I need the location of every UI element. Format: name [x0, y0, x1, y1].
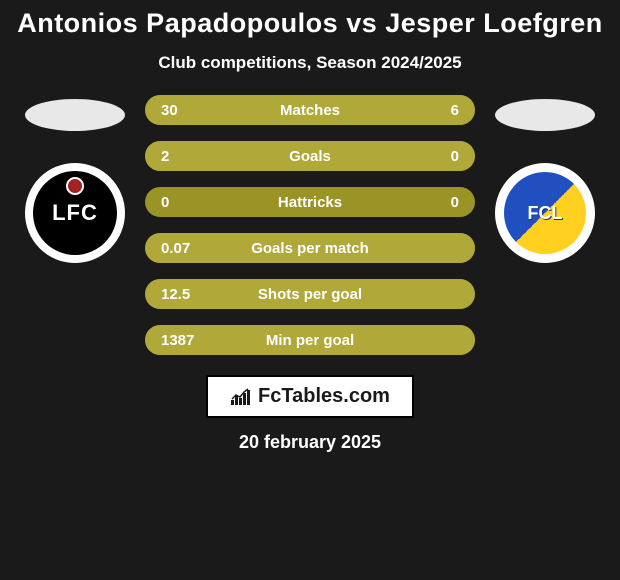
stat-bar: 2 Goals 0: [145, 141, 475, 171]
player-photo-placeholder-right: [495, 99, 595, 131]
chart-icon: [230, 388, 252, 406]
stat-bar: 1387 Min per goal: [145, 325, 475, 355]
team-badge-right: FCL: [495, 163, 595, 263]
main-row: LFC 30 Matches 6 2 Goals 0 0 Hattricks 0 0.07 Goal…: [12, 95, 608, 355]
team-badge-left: LFC: [25, 163, 125, 263]
stats-column: 30 Matches 6 2 Goals 0 0 Hattricks 0 0.07 Goals pe…: [145, 95, 475, 355]
brand-text: FcTables.com: [258, 385, 390, 408]
comparison-card: Antonios Papadopoulos vs Jesper Loefgren…: [0, 0, 620, 461]
left-column: LFC: [25, 95, 125, 263]
team-badge-left-label: LFC: [52, 200, 98, 226]
stat-label: Goals per match: [251, 240, 369, 257]
stat-label: Min per goal: [266, 332, 354, 349]
stat-fill-right: [402, 95, 475, 125]
stat-label: Goals: [289, 148, 331, 165]
stat-label: Shots per goal: [258, 286, 362, 303]
stat-value-left: 12.5: [161, 286, 190, 303]
footer: FcTables.com 20 february 2025: [12, 375, 608, 453]
team-badge-right-label: FCL: [528, 203, 563, 224]
stat-bar: 0.07 Goals per match: [145, 233, 475, 263]
brand-logo[interactable]: FcTables.com: [206, 375, 414, 418]
stat-value-right: 0: [451, 194, 459, 211]
stat-value-left: 2: [161, 148, 169, 165]
stat-bar: 0 Hattricks 0: [145, 187, 475, 217]
stat-bar: 30 Matches 6: [145, 95, 475, 125]
team-badge-right-inner: FCL: [504, 172, 586, 254]
stat-bar: 12.5 Shots per goal: [145, 279, 475, 309]
date-text: 20 february 2025: [239, 432, 381, 453]
page-title: Antonios Papadopoulos vs Jesper Loefgren: [12, 8, 608, 39]
stat-fill-left: [145, 95, 402, 125]
subtitle: Club competitions, Season 2024/2025: [12, 53, 608, 73]
badge-accent-dot: [66, 177, 84, 195]
stat-value-right: 6: [451, 102, 459, 119]
right-column: FCL: [495, 95, 595, 263]
stat-value-right: 0: [451, 148, 459, 165]
stat-value-left: 0.07: [161, 240, 190, 257]
stat-value-left: 1387: [161, 332, 194, 349]
player-photo-placeholder-left: [25, 99, 125, 131]
stat-label: Hattricks: [278, 194, 342, 211]
stat-label: Matches: [280, 102, 340, 119]
stat-value-left: 0: [161, 194, 169, 211]
team-badge-left-inner: LFC: [33, 171, 117, 255]
stat-value-left: 30: [161, 102, 178, 119]
